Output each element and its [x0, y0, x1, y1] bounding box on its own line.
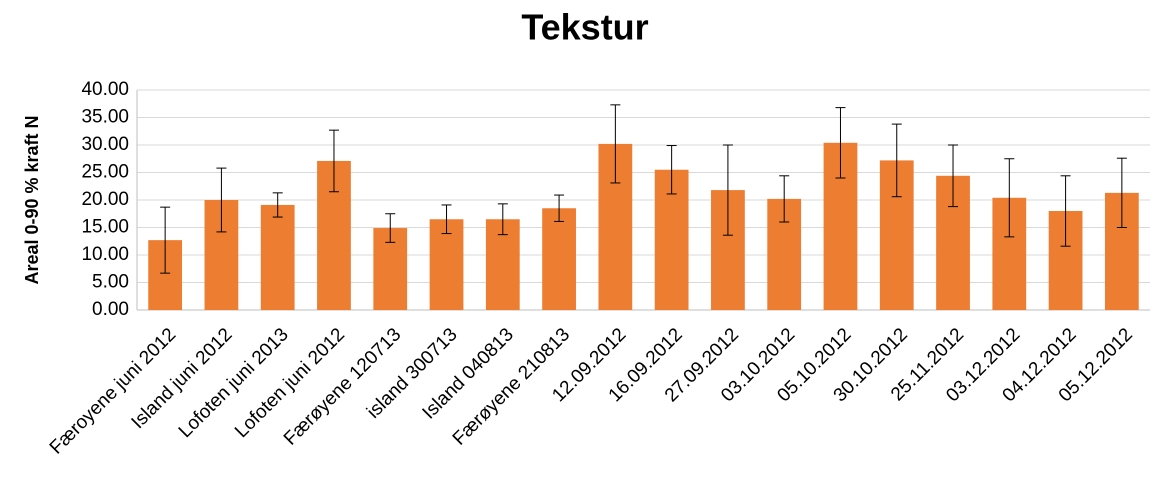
error-bar	[160, 206, 171, 274]
error-bar	[666, 145, 677, 195]
y-tick-label: 15.00	[81, 217, 129, 238]
error-bar	[948, 144, 959, 208]
x-tick-label: Island juni 2012	[128, 324, 237, 433]
error-bar	[779, 175, 790, 223]
y-tick-label: 25.00	[81, 162, 129, 183]
error-bar	[1060, 175, 1071, 247]
error-bar	[835, 107, 846, 179]
error-bar	[554, 194, 565, 222]
y-tick-label: 20.00	[81, 189, 129, 210]
error-bar	[1004, 158, 1015, 238]
y-tick-label: 40.00	[81, 79, 129, 100]
error-bar	[385, 213, 396, 243]
bar	[542, 208, 576, 310]
error-bar	[441, 204, 452, 235]
error-bar	[1116, 157, 1127, 228]
y-tick-label: 10.00	[81, 244, 129, 265]
y-axis-label: Areal 0-90 % kraft N	[22, 115, 42, 284]
error-bar	[328, 129, 339, 193]
y-tick-label: 30.00	[81, 134, 129, 155]
chart-title: Tekstur	[521, 7, 648, 48]
error-bar	[610, 104, 621, 184]
bar	[429, 219, 464, 310]
error-bar	[722, 144, 733, 236]
y-tick-label: 5.00	[92, 272, 129, 293]
bar	[260, 204, 295, 310]
error-bar	[891, 123, 902, 198]
error-bar	[272, 192, 283, 218]
error-bar	[216, 167, 227, 233]
y-tick-label: 0.00	[92, 299, 129, 320]
error-bar	[497, 203, 508, 236]
y-tick-label: 35.00	[81, 107, 129, 128]
